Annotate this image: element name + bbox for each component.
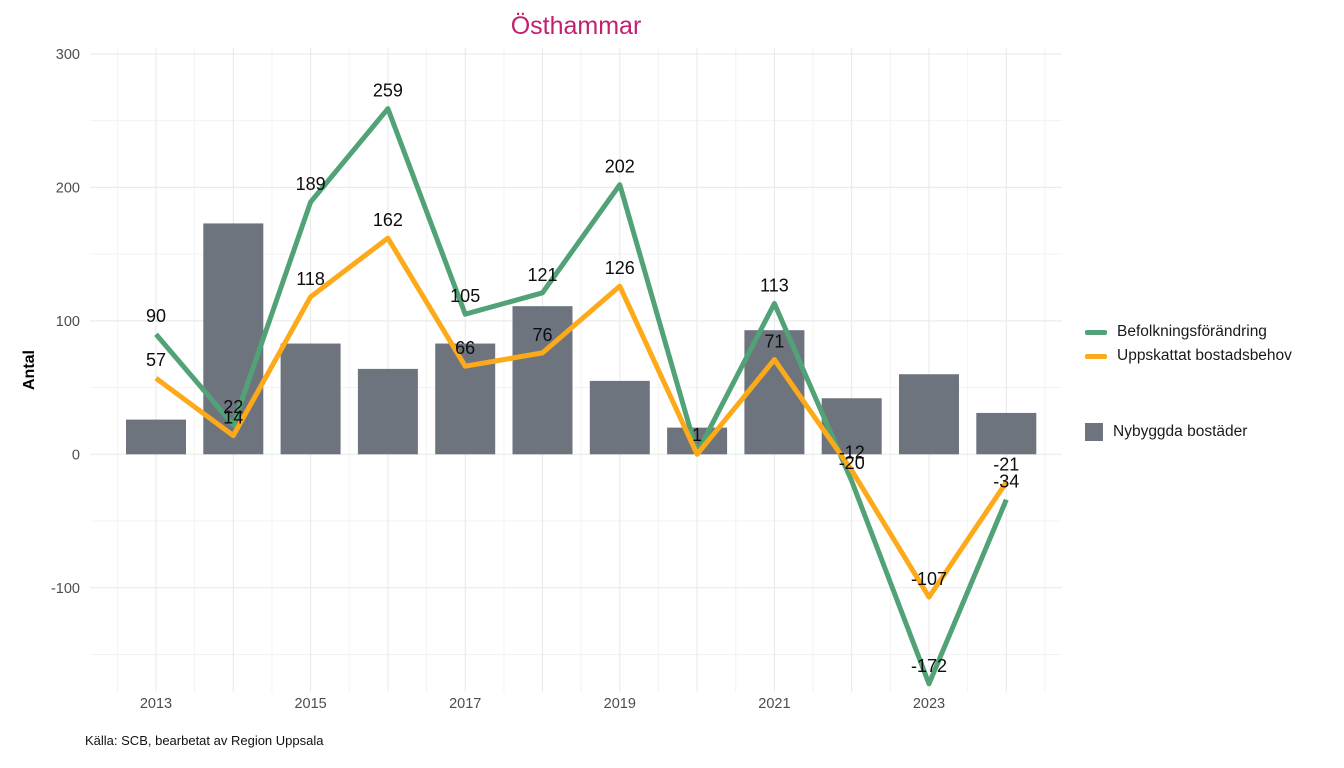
line-swatch-icon xyxy=(1085,329,1107,335)
y-tick-label: -100 xyxy=(51,581,80,597)
legend-bar-item: Nybyggda bostäder xyxy=(1085,420,1292,444)
data-label: 162 xyxy=(373,210,403,230)
series-line-uppskattat-bostadsbehov xyxy=(154,235,1009,600)
legend-item-0: Befolkningsförändring xyxy=(1085,320,1292,344)
x-tick-label: 2015 xyxy=(294,696,326,712)
data-label: -20 xyxy=(839,453,865,473)
x-tick-label: 2017 xyxy=(449,696,481,712)
data-label: -12 xyxy=(839,442,865,462)
bar-2023 xyxy=(899,374,959,455)
legend: Befolkningsförändring Uppskattat bostadsb… xyxy=(1085,320,1292,444)
x-tick-label: 2021 xyxy=(758,696,790,712)
data-label: 22 xyxy=(223,397,243,417)
data-label: 259 xyxy=(373,81,403,101)
bar-2024 xyxy=(976,412,1037,455)
legend-item-label: Uppskattat bostadsbehov xyxy=(1117,347,1292,364)
y-tick-label: 0 xyxy=(72,447,80,463)
data-label: 66 xyxy=(455,338,475,358)
bar-2013 xyxy=(126,419,186,455)
data-label: 71 xyxy=(764,332,784,352)
data-label: 121 xyxy=(527,265,557,285)
x-tick-label: 2019 xyxy=(604,696,636,712)
data-label: 118 xyxy=(296,269,325,289)
legend-item-1: Uppskattat bostadsbehov xyxy=(1085,344,1292,368)
data-label: -34 xyxy=(993,472,1019,492)
data-label: 189 xyxy=(296,174,326,194)
y-axis-title: Antal xyxy=(21,350,38,390)
line-swatch-icon xyxy=(1085,353,1107,359)
bar-2019 xyxy=(589,380,650,455)
y-tick-label: 300 xyxy=(56,47,80,63)
y-tick-label: 100 xyxy=(56,314,80,330)
data-label: -172 xyxy=(911,656,947,676)
legend-bar-label: Nybyggda bostäder xyxy=(1113,423,1248,440)
data-label: 126 xyxy=(605,258,635,278)
y-tick-label: 200 xyxy=(56,180,80,196)
data-label: 1 xyxy=(692,425,702,445)
bar-swatch-icon xyxy=(1085,423,1103,441)
bar-2014 xyxy=(203,223,264,455)
legend-item-label: Befolkningsförändring xyxy=(1117,323,1267,340)
data-label: -21 xyxy=(993,454,1019,474)
legend-line-items: Befolkningsförändring Uppskattat bostadsb… xyxy=(1085,320,1292,368)
bar-2015 xyxy=(280,343,341,455)
data-label: 90 xyxy=(146,306,166,326)
series-line-befolkningsf-r-ndring xyxy=(154,106,1009,687)
data-label: 113 xyxy=(760,276,789,296)
data-label: 57 xyxy=(146,350,166,370)
data-label: 202 xyxy=(605,157,635,177)
x-tick-label: 2013 xyxy=(140,696,172,712)
data-label: 76 xyxy=(532,325,552,345)
bar-2016 xyxy=(357,368,418,455)
bar-2018 xyxy=(512,306,573,455)
data-label: 14 xyxy=(223,408,243,428)
data-label: -107 xyxy=(911,569,947,589)
x-tick-label: 2023 xyxy=(913,696,945,712)
data-label: 105 xyxy=(450,286,480,306)
source-caption: Källa: SCB, bearbetat av Region Uppsala xyxy=(85,733,324,748)
chart-title: Östhammar xyxy=(510,12,642,40)
